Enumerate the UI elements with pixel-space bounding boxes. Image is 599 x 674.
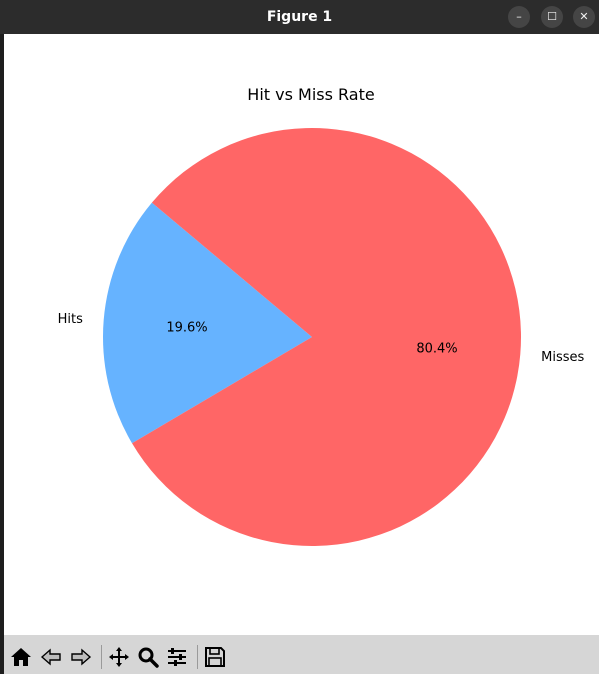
percent-hits: 19.6%	[166, 321, 207, 336]
window-title: Figure 1	[266, 9, 333, 25]
configure-subplots-icon	[168, 648, 186, 666]
background-window-edge	[0, 34, 4, 674]
pie-chart: Hit vs Miss Rate Hits Misses 19.6% 80.4%	[58, 85, 584, 546]
back-icon	[40, 648, 61, 666]
maximize-button[interactable]: ☐	[541, 6, 563, 28]
label-hits: Hits	[58, 312, 83, 327]
pan-button[interactable]	[106, 644, 132, 670]
save-button[interactable]	[202, 644, 228, 670]
window-titlebar[interactable]: Figure 1 – ☐ ✕	[0, 0, 599, 34]
navigation-toolbar	[4, 635, 599, 674]
configure-subplots-button[interactable]	[164, 644, 190, 670]
save-icon	[205, 647, 225, 667]
home-icon	[11, 648, 31, 666]
forward-icon	[71, 648, 92, 666]
zoom-button[interactable]	[135, 644, 161, 670]
figure-canvas[interactable]: Hit vs Miss Rate Hits Misses 19.6% 80.4%	[4, 34, 599, 635]
label-misses: Misses	[541, 350, 584, 365]
close-button[interactable]: ✕	[573, 6, 595, 28]
minimize-button[interactable]: –	[508, 6, 530, 28]
pie-slice-misses	[132, 127, 521, 546]
back-button[interactable]	[38, 644, 64, 670]
pan-icon	[109, 647, 129, 667]
forward-button[interactable]	[68, 644, 94, 670]
home-button[interactable]	[8, 644, 34, 670]
zoom-icon	[138, 647, 159, 668]
pie-slice-hits	[102, 202, 312, 444]
chart-title: Hit vs Miss Rate	[247, 85, 374, 104]
toolbar-separator	[101, 645, 102, 669]
toolbar-separator	[197, 645, 198, 669]
pie-slices	[102, 127, 521, 546]
percent-misses: 80.4%	[416, 341, 457, 356]
